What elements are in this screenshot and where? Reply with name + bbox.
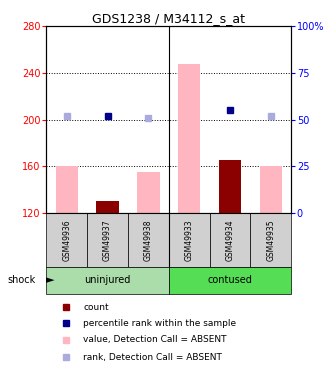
Text: value, Detection Call = ABSENT: value, Detection Call = ABSENT (83, 335, 227, 344)
Bar (169, 213, 210, 267)
Bar (169, 267, 291, 294)
Text: GSM49936: GSM49936 (62, 219, 71, 261)
Bar (56, 166, 78, 213)
Text: shock: shock (8, 275, 36, 285)
Bar (219, 160, 241, 213)
Bar (128, 213, 169, 267)
Bar (178, 64, 201, 213)
Text: ►: ► (46, 275, 54, 285)
Text: GSM49938: GSM49938 (144, 219, 153, 261)
Text: GSM49937: GSM49937 (103, 219, 112, 261)
Text: GSM49933: GSM49933 (185, 219, 194, 261)
Bar (210, 213, 251, 267)
Bar (87, 213, 128, 267)
Text: contused: contused (208, 275, 253, 285)
Bar (251, 213, 291, 267)
Bar (46, 267, 169, 294)
Text: uninjured: uninjured (84, 275, 131, 285)
Text: percentile rank within the sample: percentile rank within the sample (83, 319, 236, 328)
Title: GDS1238 / M34112_s_at: GDS1238 / M34112_s_at (92, 12, 245, 25)
Text: count: count (83, 303, 109, 312)
Bar (96, 201, 119, 213)
Text: GSM49935: GSM49935 (266, 219, 275, 261)
Text: rank, Detection Call = ABSENT: rank, Detection Call = ABSENT (83, 353, 222, 362)
Text: GSM49934: GSM49934 (225, 219, 235, 261)
Bar (260, 166, 282, 213)
Bar (46, 213, 87, 267)
Bar (137, 172, 160, 213)
